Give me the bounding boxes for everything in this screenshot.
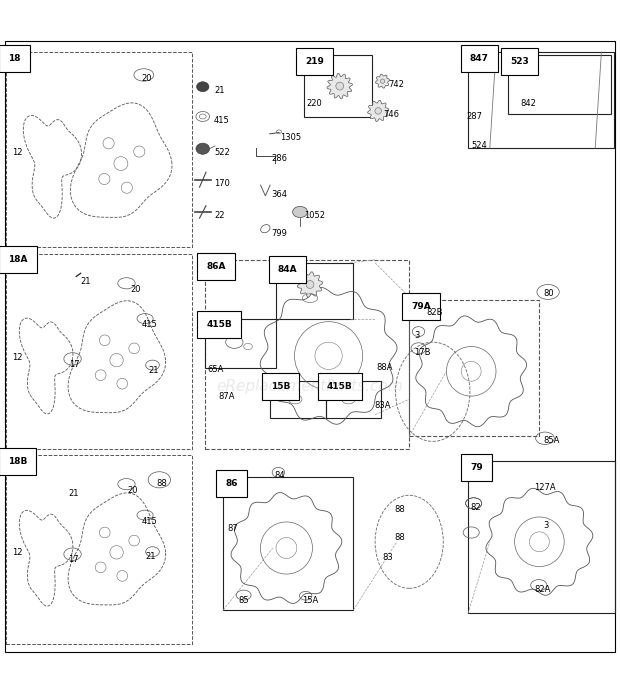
Circle shape — [375, 107, 381, 114]
Text: 88: 88 — [156, 479, 167, 488]
Text: 84A: 84A — [278, 265, 298, 274]
Ellipse shape — [197, 82, 209, 91]
Bar — [276, 263, 353, 319]
Bar — [6, 455, 192, 644]
Text: 523: 523 — [510, 57, 529, 66]
Text: 87: 87 — [228, 525, 238, 534]
Text: 219: 219 — [305, 57, 324, 66]
Bar — [468, 52, 614, 148]
Text: 127A: 127A — [534, 483, 556, 492]
Text: 799: 799 — [271, 229, 287, 238]
Text: 17B: 17B — [414, 349, 431, 358]
Text: 22: 22 — [214, 211, 224, 220]
Text: 18B: 18B — [8, 457, 27, 466]
Circle shape — [381, 79, 384, 83]
Ellipse shape — [196, 143, 210, 155]
Text: 287: 287 — [467, 112, 483, 121]
Polygon shape — [376, 74, 389, 88]
Bar — [508, 55, 611, 114]
Text: 12: 12 — [12, 148, 23, 157]
Text: 80: 80 — [543, 289, 554, 298]
Text: 1305: 1305 — [280, 132, 301, 141]
Text: 82A: 82A — [534, 585, 551, 594]
Text: 18A: 18A — [8, 255, 27, 264]
Text: 21: 21 — [81, 277, 91, 286]
Circle shape — [336, 82, 343, 90]
Text: 20: 20 — [130, 285, 141, 294]
Text: 15B: 15B — [271, 383, 290, 392]
Text: 170: 170 — [214, 179, 230, 188]
Text: 83: 83 — [383, 553, 393, 562]
Text: 82B: 82B — [426, 308, 443, 317]
Text: 17: 17 — [68, 556, 79, 564]
Polygon shape — [327, 73, 353, 99]
Text: 847: 847 — [470, 54, 489, 63]
Polygon shape — [368, 100, 389, 121]
Text: 86: 86 — [225, 479, 237, 488]
Text: 65A: 65A — [207, 365, 223, 374]
Bar — [409, 300, 539, 437]
Bar — [270, 380, 326, 418]
Bar — [326, 380, 381, 418]
Bar — [6, 254, 192, 449]
Text: 79: 79 — [470, 463, 483, 472]
Text: 286: 286 — [271, 155, 287, 164]
Polygon shape — [298, 272, 322, 297]
Text: 87A: 87A — [219, 392, 236, 401]
Text: 3: 3 — [414, 331, 420, 340]
Bar — [223, 477, 353, 610]
Text: 21: 21 — [149, 366, 159, 375]
Text: 12: 12 — [12, 548, 23, 557]
Text: 3: 3 — [544, 521, 549, 530]
Text: 842: 842 — [521, 98, 537, 107]
Text: 15A: 15A — [302, 596, 318, 605]
Text: 79A: 79A — [411, 302, 431, 311]
Text: 88: 88 — [394, 532, 405, 541]
Text: 220: 220 — [306, 98, 322, 107]
Text: eReplacementParts.com: eReplacementParts.com — [216, 379, 404, 394]
Bar — [205, 260, 409, 449]
Text: 415B: 415B — [206, 320, 232, 329]
Text: 82: 82 — [470, 502, 480, 511]
Text: 415B: 415B — [327, 383, 353, 392]
Text: 88A: 88A — [376, 362, 393, 371]
Text: 20: 20 — [127, 486, 138, 495]
Bar — [304, 55, 372, 117]
Text: 84: 84 — [274, 471, 285, 480]
Circle shape — [306, 281, 314, 288]
Bar — [6, 52, 192, 247]
Text: 20: 20 — [141, 73, 152, 82]
Text: 83A: 83A — [374, 401, 391, 410]
Bar — [205, 319, 276, 368]
Text: 88: 88 — [394, 505, 405, 514]
Text: 17: 17 — [69, 360, 80, 369]
Text: 85A: 85A — [543, 437, 559, 446]
Text: 85: 85 — [239, 596, 249, 605]
Text: 21: 21 — [146, 552, 156, 561]
Text: 415: 415 — [214, 116, 229, 125]
Text: 415: 415 — [141, 517, 157, 526]
Text: 18: 18 — [8, 54, 20, 63]
Text: 522: 522 — [214, 148, 229, 157]
Text: 86A: 86A — [206, 261, 226, 270]
Text: 524: 524 — [471, 141, 487, 150]
Text: 21: 21 — [214, 86, 224, 95]
Text: 12: 12 — [12, 353, 23, 362]
Text: 364: 364 — [271, 191, 287, 200]
Bar — [468, 462, 615, 613]
Text: 742: 742 — [389, 80, 405, 89]
Text: 746: 746 — [383, 109, 399, 119]
Ellipse shape — [293, 207, 308, 218]
Text: 415: 415 — [141, 320, 157, 329]
Text: 21: 21 — [68, 489, 79, 498]
Text: 1052: 1052 — [304, 211, 325, 220]
